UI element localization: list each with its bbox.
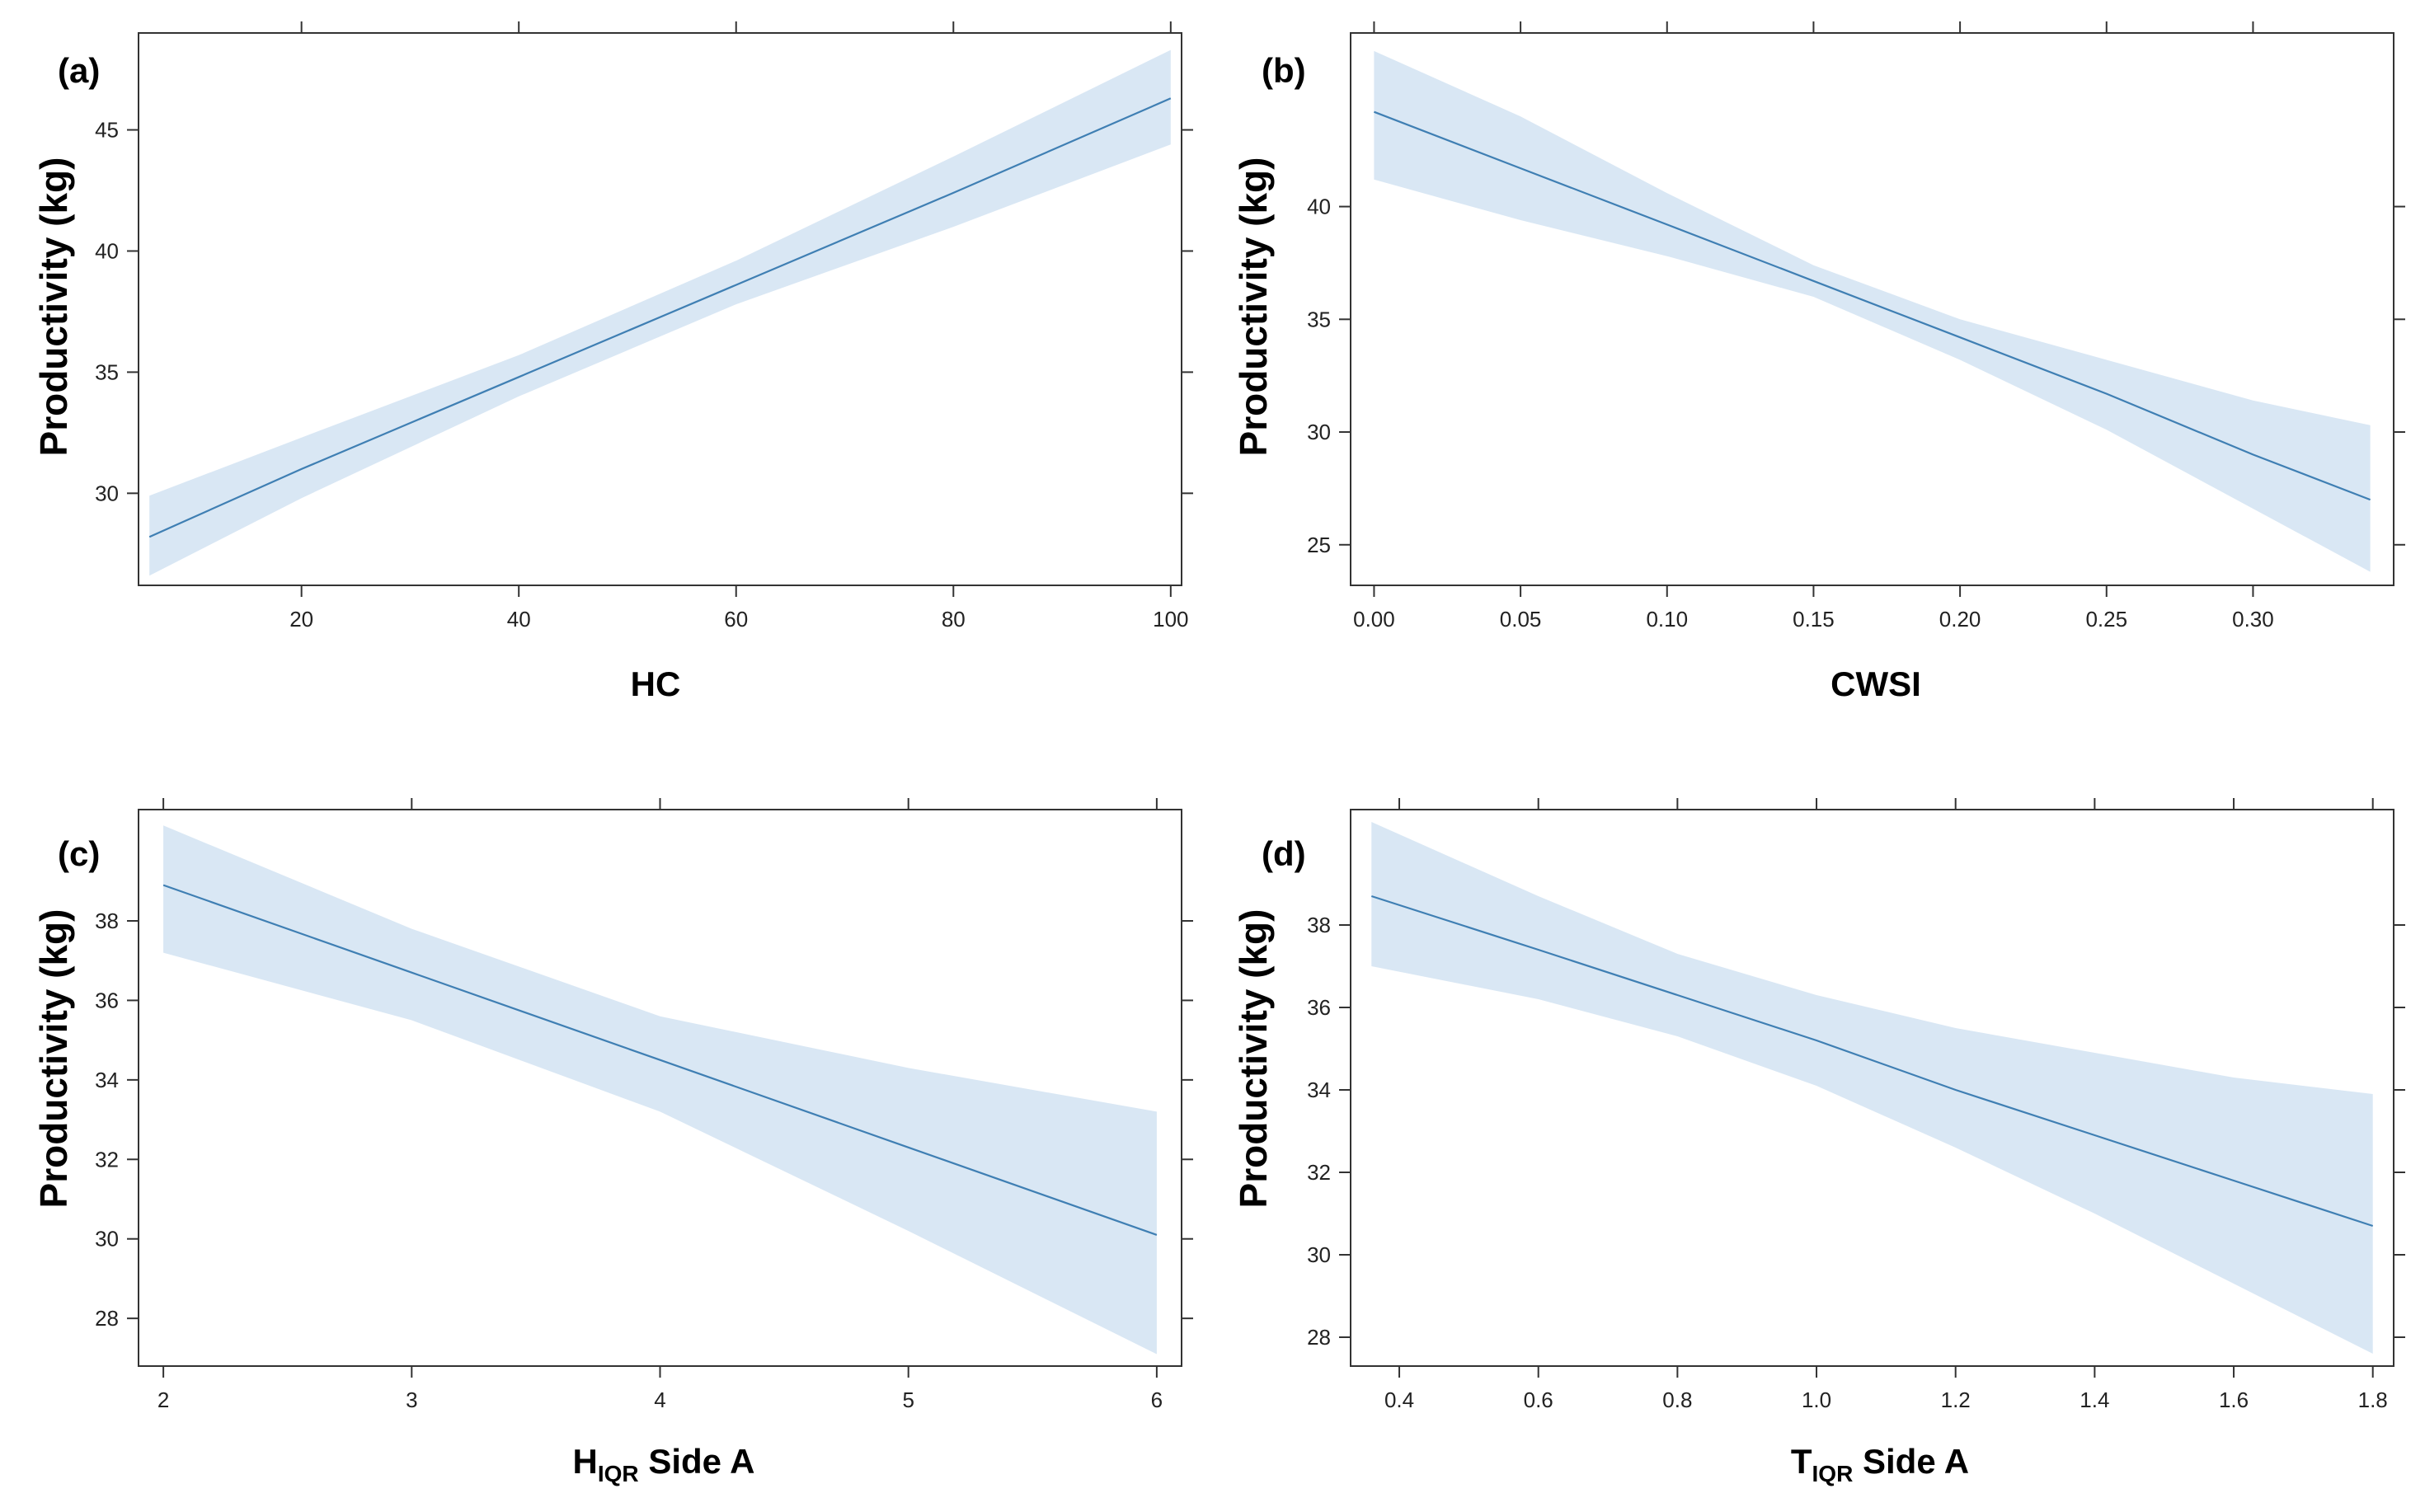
x-axis-label-b: CWSI: [1711, 664, 2041, 710]
y-axis-label-a: Productivity (kg): [32, 157, 75, 457]
x-tick-label-d-0: 0.4: [1384, 1388, 1414, 1412]
y-tick-label-c-0: 28: [95, 1306, 119, 1331]
x-axis-label-a-main: HC: [630, 664, 681, 703]
y-tick-label-d-5: 38: [1307, 913, 1331, 937]
x-tick-label-d-2: 0.8: [1662, 1388, 1692, 1412]
plot-frame-b: [1350, 32, 2394, 586]
x-tick-label-a-3: 80: [942, 607, 966, 632]
x-tick-label-d-5: 1.4: [2080, 1388, 2109, 1412]
panel-d: 0.4 0.6 0.8 1.0 1.2 1.4 1.6 1.8 28 30 32 34 36 38 (d)…: [1212, 756, 2425, 1512]
y-tick-label-b-2: 35: [1307, 307, 1331, 331]
y-axis-label-c: Productivity (kg): [32, 909, 75, 1209]
y-tick-label-d-0: 28: [1307, 1325, 1331, 1350]
x-tick-label-c-3: 5: [902, 1388, 914, 1412]
plot-a-svg: 20 40 60 80 100 30 35 40 45: [95, 21, 1193, 632]
x-axis-label-d-main: T: [1790, 1442, 1812, 1481]
x-axis-label-c: HIQR Side A: [491, 1442, 837, 1487]
y-tick-label-c-2: 32: [95, 1147, 119, 1172]
x-tick-label-c-0: 2: [157, 1388, 169, 1412]
x-tick-label-a-0: 20: [289, 607, 313, 632]
x-tick-label-a-1: 40: [507, 607, 531, 632]
y-tick-label-a-0: 30: [95, 481, 119, 505]
fit-line-b-0: [1374, 110, 2371, 501]
x-tick-label-b-2: 0.10: [1646, 607, 1688, 632]
panel-b: 0.00 0.05 0.10 0.15 0.20 0.25 0.30 25 30 35 40 (b)…: [1212, 0, 2425, 756]
y-tick-label-d-1: 30: [1307, 1242, 1331, 1267]
panel-label-c: (c): [58, 834, 101, 873]
x-tick-label-d-4: 1.2: [1941, 1388, 1971, 1412]
panel-c: 2 3 4 5 6 28 30 32 34 36 38 (c) Productivity (kg) …: [0, 756, 1212, 1512]
x-tick-label-c-2: 4: [654, 1388, 665, 1412]
y-tick-label-b-0: 25: [1307, 533, 1331, 557]
panel-a: 20 40 60 80 100 30 35 40 45 (a) Productivity (kg…: [0, 0, 1212, 756]
x-tick-label-b-4: 0.20: [1939, 607, 1981, 632]
x-tick-label-a-4: 100: [1153, 607, 1188, 632]
x-tick-label-d-6: 1.6: [2219, 1388, 2249, 1412]
x-axis-label-a: HC: [491, 664, 820, 710]
panel-label-a: (a): [58, 51, 101, 90]
x-tick-label-d-7: 1.8: [2358, 1388, 2388, 1412]
y-tick-label-b-3: 40: [1307, 195, 1331, 219]
x-tick-label-d-3: 1.0: [1802, 1388, 1831, 1412]
fit-line-d-0: [1370, 895, 2374, 1228]
x-axis-label-c-main: H: [572, 1442, 598, 1481]
x-tick-label-c-4: 6: [1151, 1388, 1163, 1412]
fit-line-c-0: [162, 884, 1158, 1236]
x-axis-label-c-sub: IQR: [597, 1461, 639, 1486]
y-tick-label-a-2: 40: [95, 238, 119, 263]
confidence-band-a-0: [149, 49, 1171, 576]
y-tick-label-d-4: 36: [1307, 995, 1331, 1020]
y-tick-label-c-3: 34: [95, 1068, 119, 1092]
y-tick-label-b-1: 30: [1307, 420, 1331, 444]
confidence-band-c-0: [163, 825, 1157, 1355]
x-tick-label-d-1: 0.6: [1524, 1388, 1553, 1412]
y-tick-label-c-5: 38: [95, 909, 119, 933]
plot-b-svg: 0.00 0.05 0.10 0.15 0.20 0.25 0.30 25 30 35 40: [1307, 21, 2405, 632]
x-axis-label-b-main: CWSI: [1830, 664, 1921, 703]
y-tick-label-a-3: 45: [95, 118, 119, 143]
x-tick-label-b-5: 0.25: [2085, 607, 2127, 632]
y-tick-label-c-4: 36: [95, 988, 119, 1012]
panel-label-d: (d): [1262, 834, 1306, 873]
plot-d-svg: 0.4 0.6 0.8 1.0 1.2 1.4 1.6 1.8 28 30 32 34 36 38: [1307, 798, 2405, 1412]
x-axis-label-d: TIQR Side A: [1707, 1442, 2053, 1487]
y-tick-label-a-1: 35: [95, 359, 119, 384]
fit-line-a-0: [148, 97, 1172, 538]
confidence-band-d-0: [1371, 822, 2373, 1354]
x-tick-label-b-0: 0.00: [1353, 607, 1395, 632]
x-tick-label-b-6: 0.30: [2232, 607, 2274, 632]
y-axis-label-d: Productivity (kg): [1232, 909, 1275, 1209]
panel-label-b: (b): [1262, 51, 1306, 90]
y-tick-label-d-3: 34: [1307, 1078, 1331, 1102]
x-axis-label-c-rest: Side A: [638, 1442, 755, 1481]
confidence-band-b-0: [1374, 50, 2371, 572]
x-tick-label-a-2: 60: [724, 607, 748, 632]
y-tick-label-d-2: 32: [1307, 1160, 1331, 1185]
x-axis-label-d-sub: IQR: [1812, 1461, 1854, 1486]
plot-frame-a: [138, 32, 1182, 586]
y-axis-label-b: Productivity (kg): [1232, 157, 1275, 457]
x-axis-label-d-rest: Side A: [1853, 1442, 1970, 1481]
plot-frame-d: [1350, 809, 2394, 1367]
x-tick-label-c-1: 3: [406, 1388, 417, 1412]
x-tick-label-b-1: 0.05: [1500, 607, 1542, 632]
y-tick-label-c-1: 30: [95, 1227, 119, 1251]
x-tick-label-b-3: 0.15: [1793, 607, 1835, 632]
